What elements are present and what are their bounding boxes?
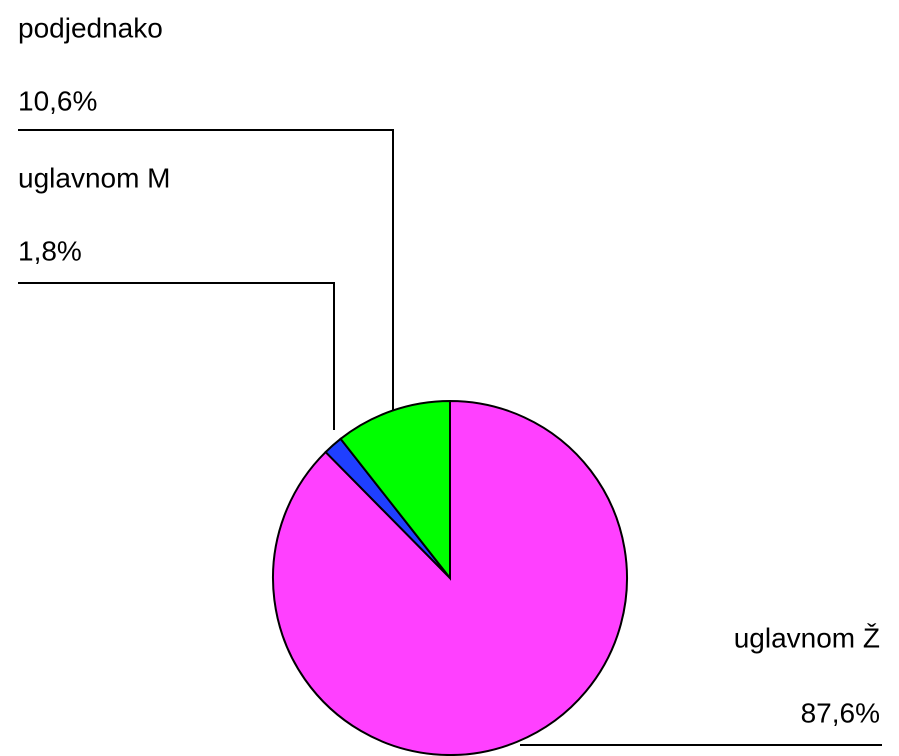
pie-slice <box>339 399 451 581</box>
value-label: 1,8% <box>18 235 82 266</box>
leader-line <box>18 282 335 430</box>
value-label: 10,6% <box>18 85 97 116</box>
slice-label: podjednako <box>18 12 163 43</box>
value-label: 87,6% <box>801 697 880 728</box>
slice-label: uglavnom M <box>18 162 171 193</box>
slice-label: uglavnom Ž <box>734 622 880 653</box>
leader-line <box>18 129 394 410</box>
